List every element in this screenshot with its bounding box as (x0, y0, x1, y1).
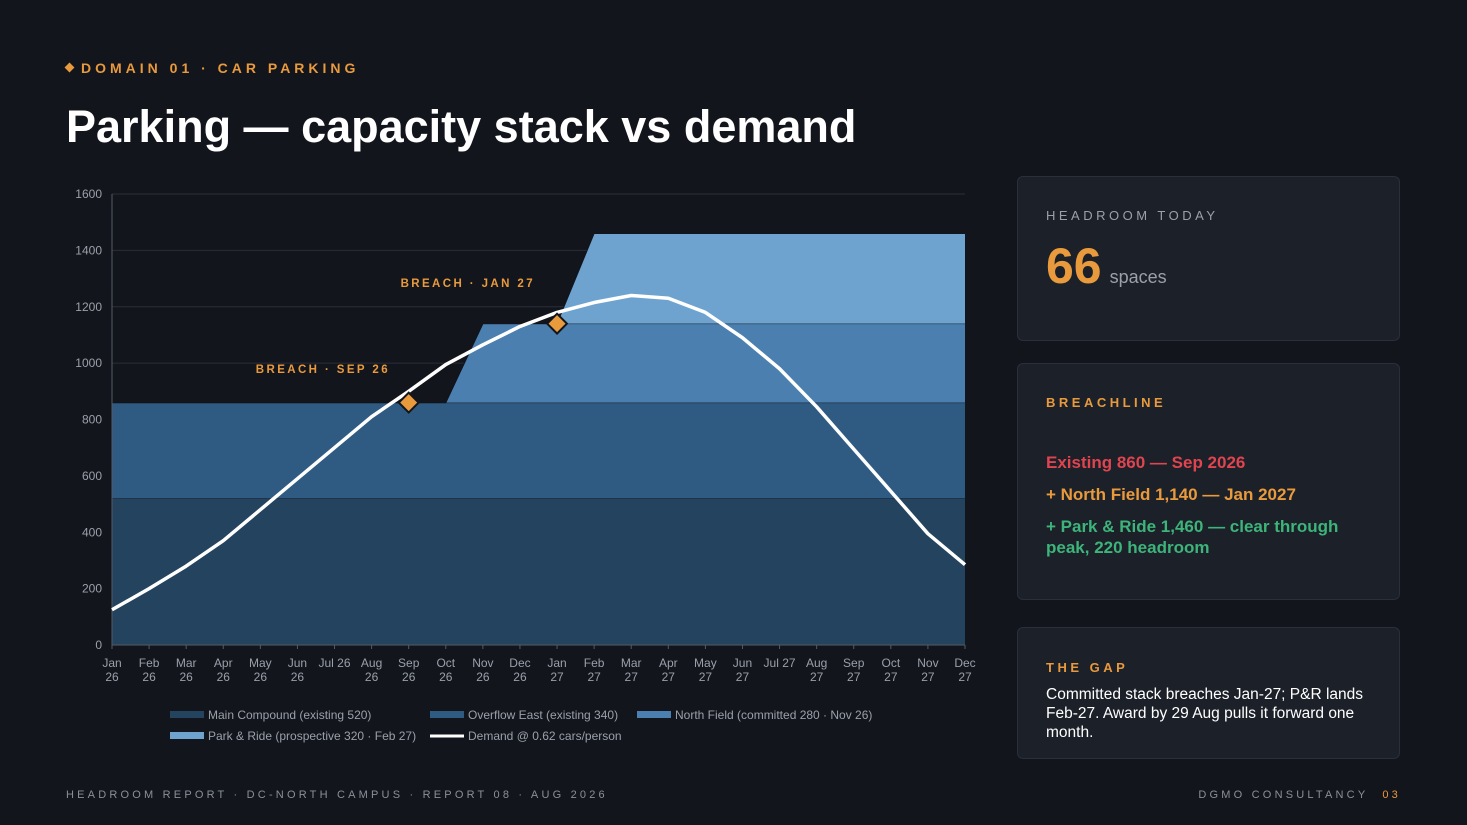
x-tick-label: Aug 27 (806, 656, 827, 684)
eyebrow-text: DOMAIN 01 · CAR PARKING (81, 60, 360, 76)
x-tick-label: Mar 27 (621, 656, 642, 684)
legend-swatch (430, 711, 464, 718)
x-tick-label: Dec 27 (954, 656, 975, 684)
headroom-unit: spaces (1109, 267, 1167, 287)
y-tick-label: 1400 (75, 243, 102, 257)
breachline-existing: Existing 860 — Sep 2026 (1046, 453, 1246, 472)
x-tick-label: Jul 27 (764, 656, 796, 670)
breachline-park-ride: + Park & Ride 1,460 — clear through peak… (1046, 517, 1339, 557)
x-tick-label: May 27 (694, 656, 717, 684)
footer-left: HEADROOM REPORT · DC-NORTH CAMPUS · REPO… (66, 789, 608, 801)
y-tick-label: 1600 (75, 187, 102, 201)
x-tick-label: Apr 26 (214, 656, 233, 684)
area-edge (112, 232, 965, 404)
x-tick-label: Jun 26 (288, 656, 307, 684)
headroom-card: HEADROOM TODAY 66 spaces (1017, 176, 1400, 341)
area-overflow (112, 402, 965, 499)
x-tick-label: Mar 26 (176, 656, 197, 684)
legend-swatch (170, 732, 204, 739)
x-tick-label: Oct 27 (881, 656, 900, 684)
page-number: 03 (1382, 789, 1401, 801)
section-eyebrow: DOMAIN 01 · CAR PARKING (64, 60, 360, 76)
y-tick-label: 1000 (75, 356, 102, 370)
y-tick-label: 600 (82, 469, 102, 483)
breach-marker (545, 312, 569, 335)
legend-swatch (637, 711, 671, 718)
gap-text: Committed stack breaches Jan-27; P&R lan… (1046, 686, 1364, 741)
x-tick-label: Apr 27 (659, 656, 678, 684)
x-tick-label: Jan 27 (547, 656, 566, 684)
y-tick-label: 1200 (75, 300, 102, 314)
x-tick-label: Oct 26 (436, 656, 455, 684)
demand-line (111, 293, 967, 612)
x-tick-label: Jun 27 (733, 656, 752, 684)
gap-card: THE GAP Committed stack breaches Jan-27;… (1017, 627, 1400, 759)
y-tick-label: 400 (82, 525, 102, 539)
x-tick-label: Sep 26 (398, 656, 420, 684)
x-tick-label: Jan 26 (102, 656, 121, 684)
y-tick-label: 800 (82, 413, 102, 427)
breachline-list: Existing 860 — Sep 2026 + North Field 1,… (1046, 452, 1371, 558)
legend-label: Park & Ride (prospective 320 · Feb 27) (208, 729, 416, 743)
page-title: Parking — capacity stack vs demand (66, 101, 857, 152)
breachline-north-field: + North Field 1,140 — Jan 2027 (1046, 485, 1296, 504)
x-tick-label: Dec 26 (509, 656, 530, 684)
footer-brand: DGMO CONSULTANCY (1198, 789, 1369, 801)
x-tick-label: Jul 26 (319, 656, 351, 670)
y-tick-label: 0 (95, 638, 102, 652)
legend-label: Demand @ 0.62 cars/person (468, 729, 622, 743)
footer-right: DGMO CONSULTANCY 03 (1198, 789, 1401, 801)
legend-label: North Field (committed 280 · Nov 26) (675, 708, 872, 722)
gap-label: THE GAP (1046, 660, 1129, 675)
breach-annotation-sep-26: BREACH · SEP 26 (256, 364, 390, 376)
headroom-label: HEADROOM TODAY (1046, 208, 1219, 223)
legend-label: Overflow East (existing 340) (468, 708, 618, 722)
capacity-demand-chart: 0 200 400 600 800 1000 1200 1400 1600 Jan 26 Feb 26 M… (75, 187, 975, 743)
area-main (112, 498, 965, 645)
breach-annotation-jan-27: BREACH · JAN 27 (401, 278, 535, 290)
x-tick-label: Feb 26 (139, 656, 160, 684)
x-tick-label: Nov 27 (917, 656, 938, 684)
y-tick-label: 200 (82, 582, 102, 596)
legend-swatch (170, 711, 204, 718)
area-park (112, 233, 965, 403)
diamond-icon (64, 62, 75, 73)
x-tick-label: May 26 (249, 656, 272, 684)
legend-label: Main Compound (existing 520) (208, 708, 371, 722)
headroom-value: 66 (1046, 238, 1102, 294)
x-tick-label: Sep 27 (843, 656, 865, 684)
x-tick-label: Nov 26 (472, 656, 493, 684)
breachline-label: BREACHLINE (1046, 395, 1167, 410)
x-tick-label: Aug 26 (361, 656, 382, 684)
breach-marker (397, 391, 421, 414)
x-tick-label: Feb 27 (584, 656, 605, 684)
breachline-card: BREACHLINE Existing 860 — Sep 2026 + Nor… (1017, 363, 1400, 600)
